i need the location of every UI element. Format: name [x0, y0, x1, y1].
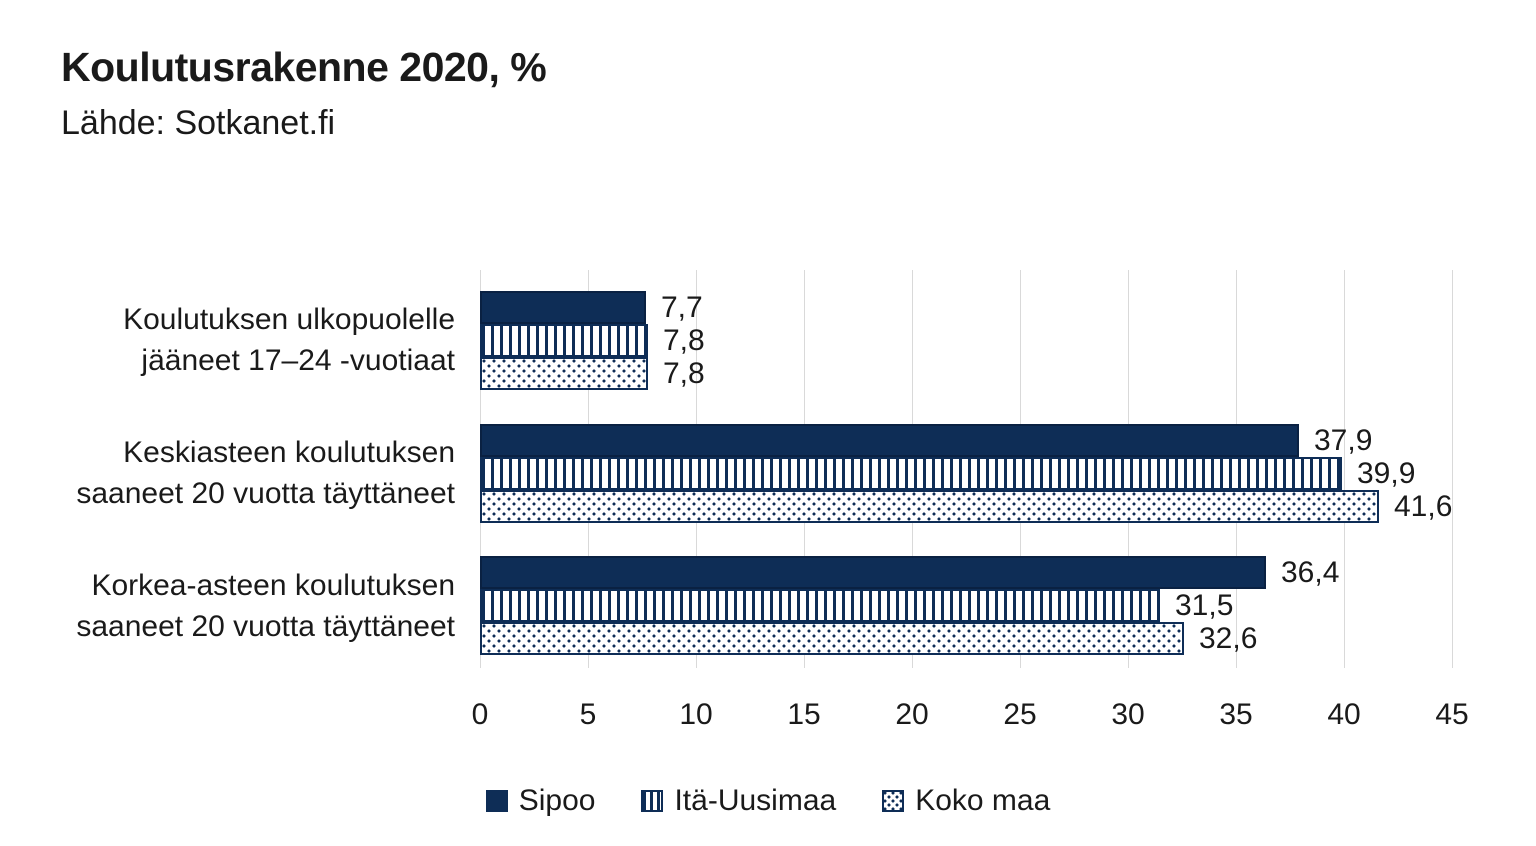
category-label: Keskiasteen koulutuksen saaneet 20 vuott…: [76, 436, 455, 510]
legend-swatch-icon: [882, 790, 905, 812]
x-tick-label: 20: [895, 698, 929, 731]
x-tick-label: 35: [1219, 698, 1253, 731]
bar-it-uusimaa-group1: [480, 324, 648, 357]
value-label: 7,8: [663, 357, 705, 390]
value-label: 36,4: [1281, 556, 1340, 589]
legend-label: Itä-Uusimaa: [674, 784, 837, 817]
value-label: 41,6: [1394, 490, 1453, 523]
legend-swatch-icon: [485, 790, 508, 812]
bar-koko-maa-group3: [480, 622, 1184, 655]
value-label: 39,9: [1357, 457, 1416, 490]
value-label: 7,8: [663, 324, 705, 357]
legend-label: Sipoo: [518, 784, 596, 817]
legend-item-sipoo: Sipoo: [485, 784, 596, 818]
category-label: Koulutuksen ulkopuolelle jääneet 17–24 -…: [123, 303, 455, 377]
category-label: Korkea-asteen koulutuksen saaneet 20 vuo…: [76, 569, 455, 643]
x-tick-label: 5: [579, 698, 597, 731]
legend-swatch-icon: [641, 790, 664, 812]
bar-sipoo-group1: [480, 291, 646, 324]
gridline: [1452, 270, 1453, 668]
x-tick-label: 30: [1111, 698, 1145, 731]
bar-sipoo-group2: [480, 424, 1299, 457]
value-label: 7,7: [661, 291, 703, 324]
value-label: 32,6: [1199, 622, 1258, 655]
x-tick-label: 40: [1327, 698, 1361, 731]
chart-subtitle: Lähde: Sotkanet.fi: [61, 104, 336, 142]
bar-koko-maa-group1: [480, 357, 648, 390]
gridline: [1344, 270, 1345, 668]
bar-sipoo-group3: [480, 556, 1266, 589]
value-label: 31,5: [1175, 589, 1234, 622]
bar-koko-maa-group2: [480, 490, 1379, 523]
x-tick-label: 25: [1003, 698, 1037, 731]
chart-title: Koulutusrakenne 2020, %: [61, 44, 547, 90]
legend-item-it-uusimaa: Itä-Uusimaa: [641, 784, 836, 818]
bar-it-uusimaa-group3: [480, 589, 1160, 622]
legend-item-koko-maa: Koko maa: [882, 784, 1050, 818]
x-tick-label: 10: [679, 698, 713, 731]
x-tick-label: 45: [1435, 698, 1469, 731]
x-tick-label: 15: [787, 698, 821, 731]
legend: Sipoo Itä-Uusimaa Koko maa: [0, 784, 1536, 818]
plot-area: 7,7 7,8 7,8 37,9 39,9 41,6 36,4 31,5 32,6: [480, 270, 1453, 668]
x-tick-label: 0: [471, 698, 489, 731]
legend-label: Koko maa: [915, 784, 1051, 817]
bar-it-uusimaa-group2: [480, 457, 1342, 490]
value-label: 37,9: [1314, 424, 1373, 457]
